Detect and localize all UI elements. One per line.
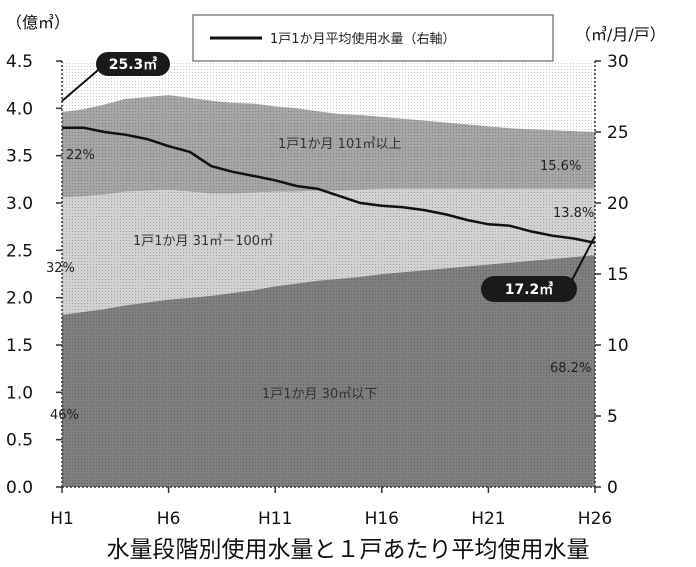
- left-tick-label: 0.0: [6, 478, 33, 498]
- x-tick-label: H26: [578, 509, 612, 529]
- right-axis-unit: （㎥/月/戸）: [575, 25, 666, 44]
- chart-svg: （億㎥） （㎥/月/戸） 0.0 0.5 1.0 1.5 2.0 2.5 3.0 3.5 4.0…: [6, 13, 666, 529]
- legend: 1戸1か月平均使用水量（右軸）: [192, 14, 554, 62]
- left-tick-label: 4.0: [6, 99, 33, 119]
- callout-end-value: 17.2㎥: [505, 281, 554, 298]
- left-tick-label: 3.0: [6, 194, 33, 214]
- left-tick-label: 3.5: [6, 147, 33, 167]
- right-tick-label: 30: [607, 52, 629, 72]
- band-label-mid: 1戸1か月 31㎥－100㎥: [133, 234, 273, 249]
- band-label-high: 1戸1か月 101㎥以上: [278, 137, 402, 152]
- pct-start-low: 46%: [50, 408, 79, 423]
- x-tick-label: H6: [157, 509, 181, 529]
- x-tick-label: H11: [258, 509, 292, 529]
- right-tick-label: 10: [607, 336, 629, 356]
- x-tick-label: H21: [471, 509, 505, 529]
- right-tick-label: 5: [607, 407, 618, 427]
- left-tick-label: 4.5: [6, 52, 33, 72]
- right-tick-label: 15: [607, 265, 629, 285]
- left-tick-label: 2.5: [6, 241, 33, 261]
- x-tick-label: H16: [365, 509, 399, 529]
- legend-label: 1戸1か月平均使用水量（右軸）: [270, 31, 456, 47]
- callout-end: 17.2㎥: [481, 235, 596, 302]
- right-tick-label: 20: [607, 194, 629, 214]
- left-tick-label: 2.0: [6, 289, 33, 309]
- pct-start-high: 22%: [66, 148, 95, 163]
- left-tick-label: 1.0: [6, 383, 33, 403]
- pct-end-high: 15.6%: [540, 159, 581, 174]
- left-tick-label: 1.5: [6, 336, 33, 356]
- chart-caption: 水量段階別使用水量と１戸あたり平均使用水量: [106, 537, 590, 563]
- pct-end-mid: 13.8%: [553, 206, 594, 221]
- texture-overlay: [62, 61, 595, 487]
- band-label-low: 1戸1か月 30㎥以下: [262, 387, 377, 402]
- callout-start-value: 25.3㎥: [109, 56, 158, 73]
- left-tick-label: 0.5: [6, 431, 33, 451]
- callout-start: 25.3㎥: [61, 52, 170, 102]
- right-tick-label: 25: [607, 123, 629, 143]
- pct-end-low: 68.2%: [550, 361, 591, 376]
- pct-start-mid: 32%: [46, 261, 75, 276]
- right-tick-label: 0: [607, 478, 618, 498]
- average-usage-line: [62, 126, 596, 245]
- axes: 0.0 0.5 1.0 1.5 2.0 2.5 3.0 3.5 4.0 4.5 0 5 10 15 20 25…: [6, 52, 629, 529]
- x-tick-label: H1: [50, 509, 74, 529]
- left-axis-unit: （億㎥）: [6, 13, 70, 32]
